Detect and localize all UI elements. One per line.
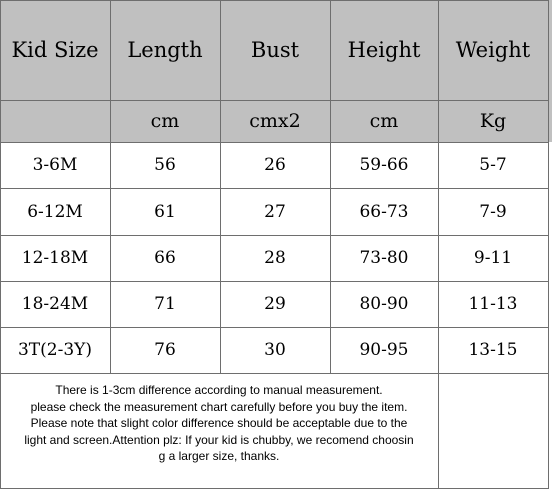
grid-line <box>0 235 549 236</box>
unit-length: cm <box>150 110 180 132</box>
header-height: Height <box>347 38 421 62</box>
grid-line <box>0 281 549 282</box>
grid-line <box>110 0 111 373</box>
table-cell: 12-18M <box>21 248 89 268</box>
header-weight: Weight <box>455 38 531 62</box>
grid-line <box>0 373 549 374</box>
grid-line <box>220 0 221 373</box>
grid-line <box>0 142 549 143</box>
grid-line <box>0 327 549 328</box>
note-line: There is 1-3cm difference according to m… <box>55 383 383 397</box>
grid-line <box>0 488 549 489</box>
header-row <box>0 0 552 100</box>
note-line: please check the measurement chart caref… <box>30 399 408 414</box>
grid-line <box>438 0 439 489</box>
unit-row <box>0 100 552 142</box>
grid-line <box>0 100 549 101</box>
table-cell: 56 <box>154 155 176 175</box>
grid-line <box>0 188 549 189</box>
table-cell: 71 <box>154 294 176 314</box>
grid-line <box>0 0 549 1</box>
table-cell: 26 <box>264 155 286 175</box>
grid-line <box>548 0 549 489</box>
grid-line <box>330 0 331 373</box>
note-line: g a larger size, thanks. <box>158 449 280 463</box>
table-cell: 27 <box>264 201 286 222</box>
table-cell: 9-11 <box>473 248 513 268</box>
unit-bust: cmx2 <box>249 110 301 132</box>
table-cell: 61 <box>154 201 176 222</box>
note-line: Please note that slight color difference… <box>30 416 408 430</box>
unit-height: cm <box>369 110 399 132</box>
table-cell: 18-24M <box>21 294 89 314</box>
measurement-note: There is 1-3cm difference according to m… <box>0 376 438 488</box>
grid-line <box>0 0 1 489</box>
header-bust: Bust <box>250 38 300 62</box>
table-cell: 3-6M <box>32 155 78 175</box>
table-cell: 66 <box>154 248 176 268</box>
table-cell: 7-9 <box>479 201 507 222</box>
table-cell: 30 <box>264 340 286 360</box>
unit-kid-size <box>0 100 110 142</box>
table-cell: 3T(2-3Y) <box>17 340 93 360</box>
table-cell: 80-90 <box>359 294 409 314</box>
header-kid-size: Kid Size <box>11 38 99 62</box>
table-cell: 90-95 <box>359 340 409 360</box>
header-length: Length <box>127 38 203 62</box>
table-cell: 28 <box>264 248 286 268</box>
note-line: light and screen.Attention plz: If your … <box>24 432 414 447</box>
unit-weight: Kg <box>479 110 507 132</box>
table-cell: 29 <box>264 294 286 314</box>
table-cell: 5-7 <box>479 155 507 175</box>
table-cell: 6-12M <box>27 201 83 222</box>
table-cell: 13-15 <box>468 340 518 360</box>
table-cell: 66-73 <box>359 201 409 222</box>
table-cell: 76 <box>154 340 176 360</box>
table-cell: 73-80 <box>359 248 409 268</box>
table-cell: 59-66 <box>359 155 409 175</box>
table-cell: 11-13 <box>468 294 518 314</box>
